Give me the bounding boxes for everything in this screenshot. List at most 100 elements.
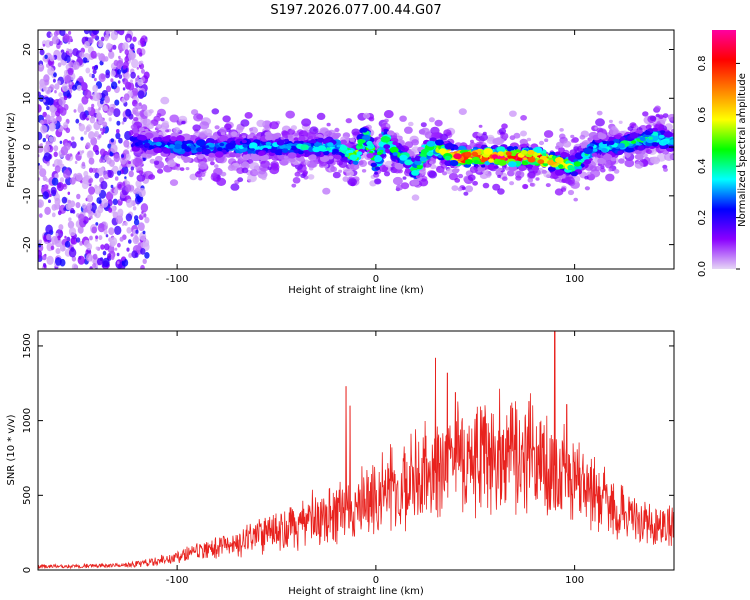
spectral-blob <box>199 133 206 138</box>
spectral-blob <box>63 121 69 129</box>
spectral-blob <box>162 120 169 127</box>
spectral-blob <box>94 185 102 195</box>
spectral-blob <box>78 123 86 132</box>
spectral-blob <box>527 149 535 155</box>
spectral-blob <box>39 63 43 68</box>
spectral-blob <box>122 42 129 51</box>
spectral-blob <box>137 90 145 99</box>
spectral-blob <box>349 154 358 161</box>
spectral-blob <box>107 170 114 178</box>
spectral-blob <box>97 223 106 233</box>
spectral-blob <box>507 170 515 177</box>
spectral-blob <box>162 148 171 154</box>
spectral-blob <box>573 161 582 167</box>
spectral-blob <box>85 126 91 133</box>
spectral-blob <box>114 225 122 235</box>
spectral-blob <box>79 51 85 58</box>
spectral-blob <box>453 146 459 150</box>
spectral-blob <box>211 172 218 179</box>
spectral-blob <box>294 133 299 137</box>
x-tick-label: 0 <box>373 575 379 586</box>
spectral-blob <box>219 135 229 143</box>
spectral-blob <box>65 168 69 171</box>
spectral-blob <box>83 130 87 135</box>
spectral-blob <box>146 123 154 130</box>
spectral-blob <box>56 181 64 192</box>
spectral-blob <box>61 52 68 61</box>
spectral-blob <box>356 151 363 156</box>
spectral-blob <box>173 127 181 133</box>
colorbar-label: Normalized spectral amplitude <box>737 73 748 227</box>
spectral-blob <box>94 132 98 137</box>
spectral-blob <box>399 115 407 122</box>
spectral-blob <box>95 222 99 226</box>
spectral-blob <box>138 127 145 132</box>
spectral-blob <box>554 188 564 196</box>
spectral-blob <box>519 138 528 145</box>
spectral-blob <box>59 30 66 36</box>
spectral-blob <box>118 30 125 36</box>
spectral-blob <box>328 155 334 160</box>
spectral-blob <box>416 165 422 169</box>
spectral-blob <box>93 121 101 131</box>
spectral-blob <box>472 180 478 186</box>
spectral-blob <box>473 159 480 165</box>
spectral-blob <box>142 230 146 235</box>
spectral-blob <box>649 156 659 164</box>
spectral-blob <box>244 112 253 119</box>
spectral-blob <box>92 92 100 102</box>
spectral-blob <box>79 111 87 121</box>
spectral-blob <box>108 117 112 122</box>
spectral-blob <box>471 151 478 157</box>
spectral-blob <box>339 145 348 151</box>
spectral-blob <box>181 120 186 125</box>
spectral-blob <box>332 149 339 154</box>
spectral-blob <box>663 131 673 138</box>
spectral-blob <box>639 136 646 141</box>
spectral-blob <box>114 176 119 181</box>
spectral-blob <box>63 169 71 179</box>
spectral-blob <box>96 197 102 204</box>
spectral-blob <box>141 69 145 74</box>
spectral-blob <box>43 96 51 106</box>
spectral-blob <box>108 227 115 236</box>
spectral-blob <box>470 139 474 144</box>
spectral-blob <box>59 230 63 234</box>
spectral-blob <box>560 151 569 158</box>
spectral-blob <box>658 114 664 119</box>
spectral-blob <box>121 154 125 158</box>
spectral-blob <box>394 162 405 170</box>
spectral-blob <box>312 146 321 153</box>
snr-ylabel: SNR (10 * v/v) <box>6 414 17 485</box>
spectral-blob <box>152 137 160 143</box>
spectral-blob <box>105 234 109 238</box>
spectral-blob <box>493 165 499 169</box>
spectral-blob <box>50 33 53 37</box>
spectral-blob <box>410 179 420 186</box>
spectral-blob <box>515 170 522 176</box>
spectral-blob <box>43 74 50 83</box>
spectral-blob <box>77 255 86 265</box>
spectral-blob <box>264 134 273 141</box>
spectral-blob <box>51 177 59 186</box>
spectral-blob <box>108 207 113 213</box>
spectral-blob <box>127 37 131 42</box>
spectral-blob <box>293 137 299 141</box>
spectral-blob <box>219 127 227 134</box>
spectral-blob <box>383 171 391 177</box>
spectral-blob <box>554 169 564 176</box>
spectral-blob <box>627 126 634 131</box>
spectral-blob <box>64 240 71 248</box>
spectral-blob <box>38 249 42 259</box>
spectral-blob <box>608 168 613 172</box>
spectral-blob <box>505 151 512 156</box>
spectral-blob <box>270 161 279 169</box>
spectral-blob <box>107 44 112 49</box>
spectral-blob <box>126 227 132 234</box>
spectral-blob <box>446 168 453 175</box>
spectral-blob <box>229 152 237 158</box>
spectral-blob <box>125 213 133 222</box>
spectral-blob <box>84 41 90 49</box>
spectral-blob <box>300 144 309 151</box>
